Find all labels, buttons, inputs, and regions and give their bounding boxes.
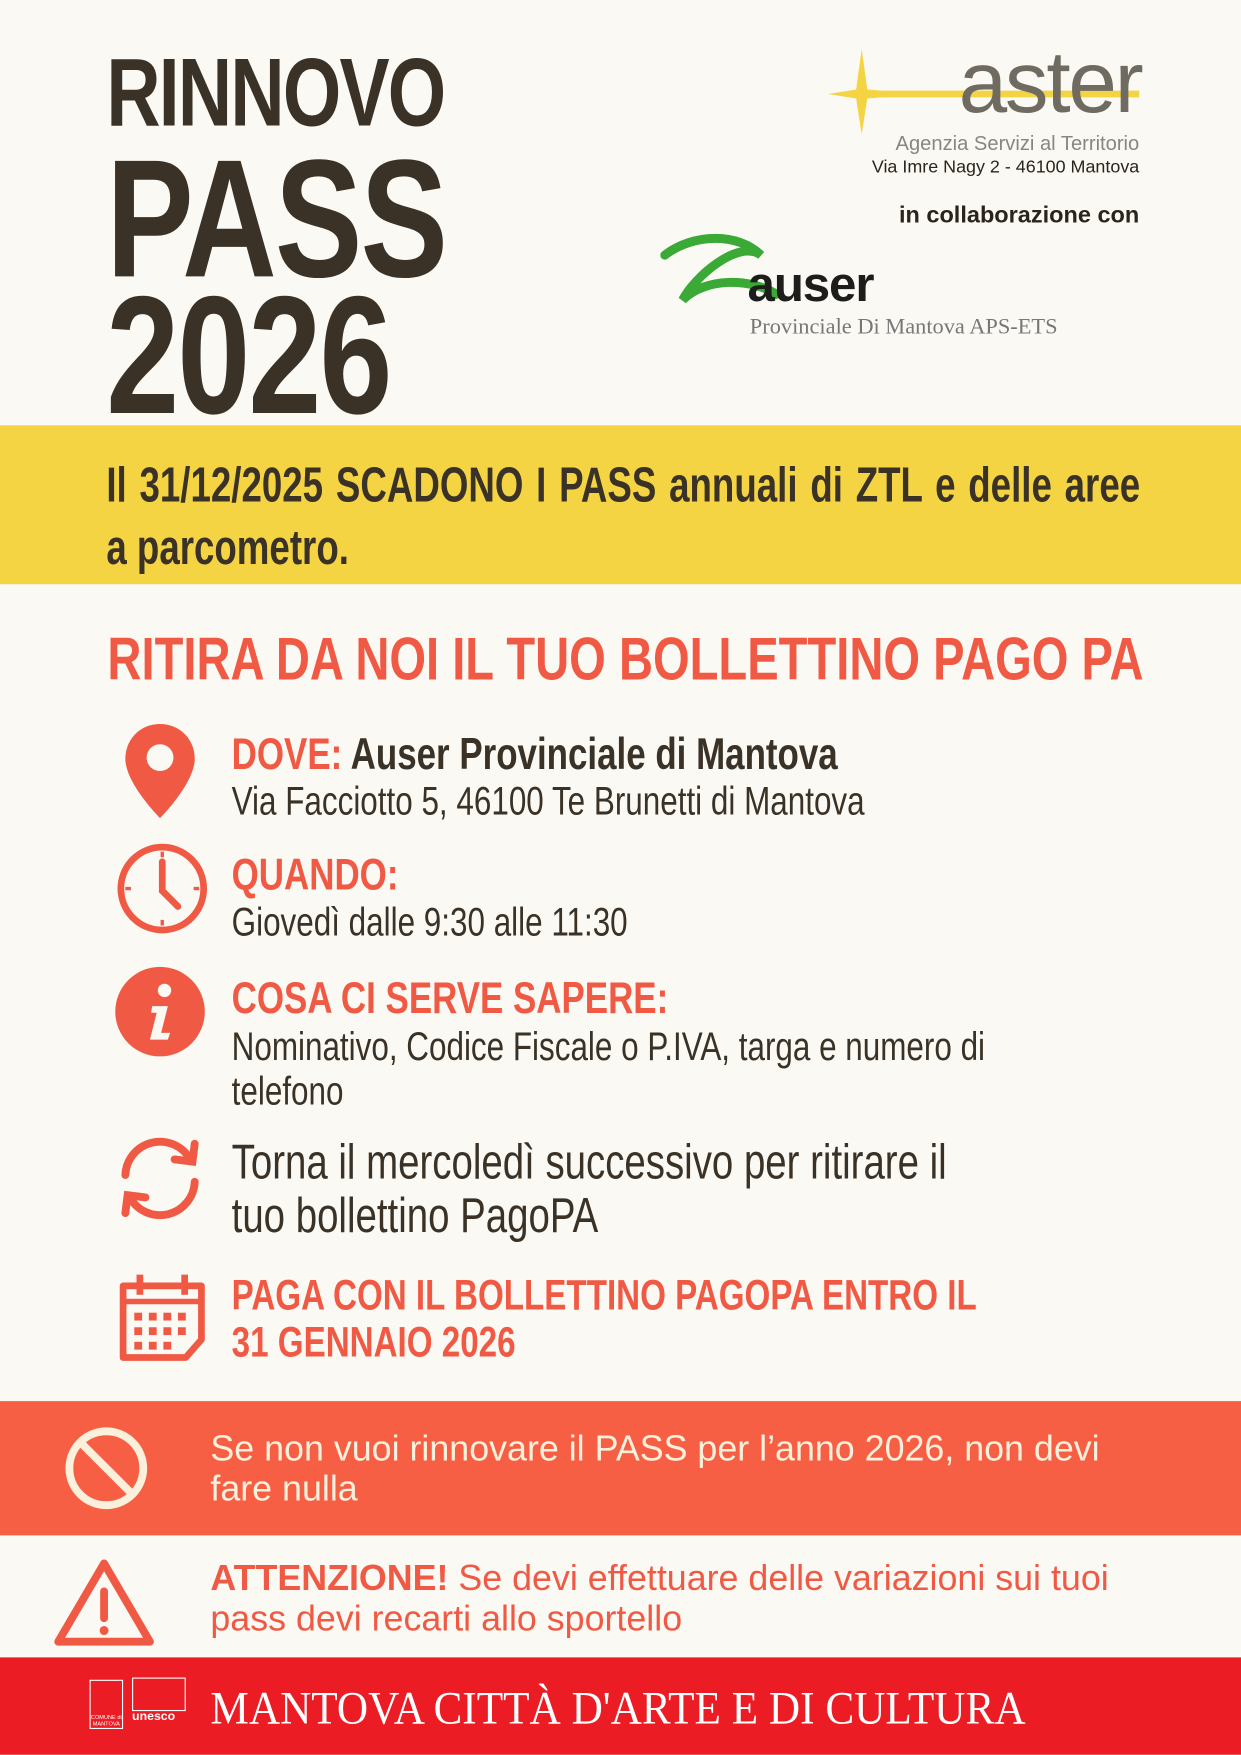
footer: COMUNE di MANTOVA unesco MANTOVA CITTÀ D… <box>0 1657 1241 1755</box>
collab-label: in collaborazione con <box>898 202 1140 229</box>
clock-icon <box>117 843 208 934</box>
footer-slogan: MANTOVA CITTÀ D'ARTE E DI CULTURA <box>210 1683 1026 1735</box>
aster-logo: aster <box>828 32 1144 135</box>
notice-band: Il 31/12/2025 SCADONO I PASS annuali di … <box>0 425 1241 585</box>
prohibited-icon <box>65 1427 148 1510</box>
aster-subtitle: Agenzia Servizi al Territorio <box>895 132 1140 155</box>
calendar-icon <box>119 1274 205 1361</box>
page-title: RINNOVO PASS 2026 <box>106 39 542 439</box>
warning-text: ATTENZIONE! Se devi effettuare delle var… <box>210 1557 1109 1639</box>
map-pin-icon <box>125 724 195 819</box>
refresh-icon <box>121 1137 199 1220</box>
info-icon <box>115 966 205 1057</box>
warning-icon <box>54 1559 154 1646</box>
no-renewal-banner: Se non vuoi rinnovare il PASS per l’anno… <box>0 1401 1241 1536</box>
auser-logo: auser Provinciale Di Mantova APS-ETS <box>660 233 1141 345</box>
item-when: QUANDO: Giovedì dalle 9:30 alle 11:30 <box>231 850 628 945</box>
item-payment-deadline: PAGA CON IL BOLLETTINO PAGOPA ENTRO IL 3… <box>231 1272 977 1367</box>
item-return: Torna il mercoledì successivo per ritira… <box>231 1134 947 1244</box>
aster-address: Via Imre Nagy 2 - 46100 Mantova <box>871 157 1140 177</box>
item-where: DOVE: Auser Provinciale di Mantova Via F… <box>231 729 865 824</box>
section-heading: RITIRA DA NOI IL TUO BOLLETTINO PAGO PA <box>107 625 1144 693</box>
comune-logo: COMUNE di MANTOVA <box>89 1679 124 1730</box>
item-requirements: COSA CI SERVE SAPERE: Nominativo, Codice… <box>231 973 986 1114</box>
notice-text: Il 31/12/2025 SCADONO I PASS annuali di … <box>106 457 1141 576</box>
title-line-1: RINNOVO <box>106 39 446 147</box>
unesco-logo <box>132 1677 186 1712</box>
title-line-3: 2026 <box>106 260 392 449</box>
auser-swirl-icon <box>660 234 782 304</box>
title-line-2: PASS <box>106 124 448 313</box>
